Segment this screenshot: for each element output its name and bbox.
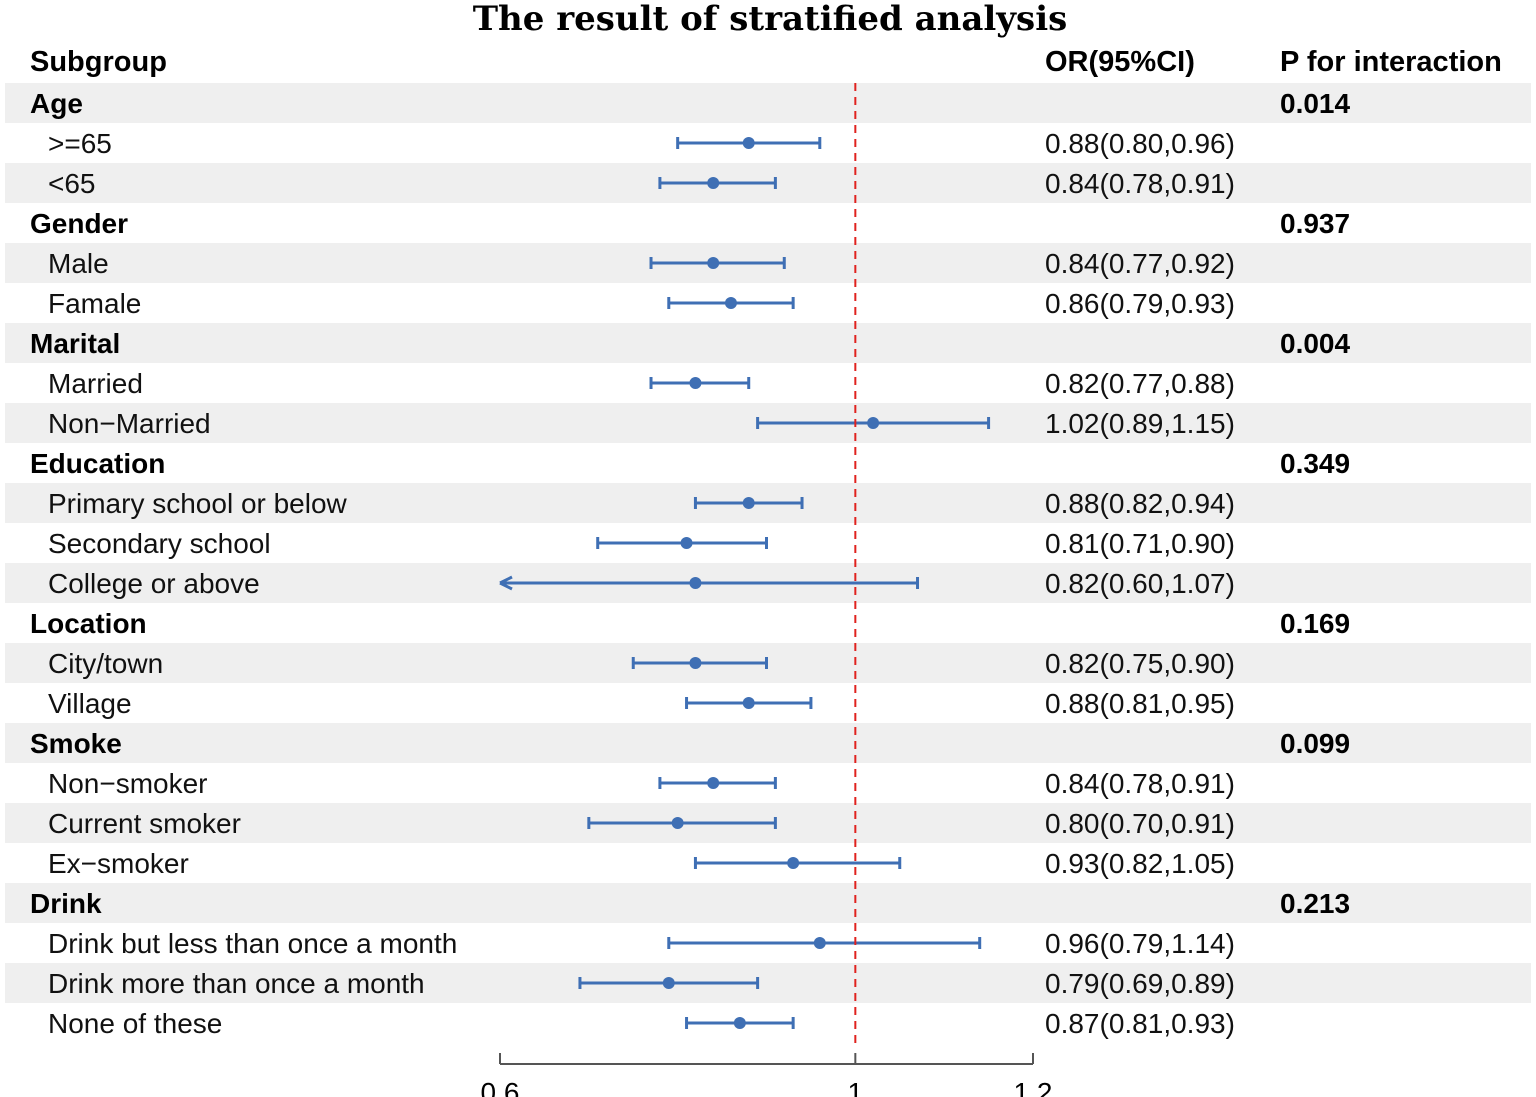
p-interaction-value: 0.099 <box>1280 728 1350 759</box>
or-ci-text: 1.02(0.89,1.15) <box>1045 408 1235 439</box>
or-point <box>689 377 702 389</box>
ci-arrow-left <box>499 575 513 591</box>
p-interaction-value: 0.349 <box>1280 448 1350 479</box>
x-tick-label: 0.6 <box>481 1077 520 1097</box>
subgroup-label: City/town <box>48 648 163 679</box>
subgroup-label: Ex−smoker <box>48 848 189 879</box>
or-ci-text: 0.84(0.78,0.91) <box>1045 768 1235 799</box>
subgroup-label: Married <box>48 368 143 399</box>
or-ci-text: 0.81(0.71,0.90) <box>1045 528 1235 559</box>
row-band <box>5 323 1531 363</box>
group-label: Marital <box>30 328 120 359</box>
x-tick-label: 1 <box>848 1077 864 1097</box>
group-label: Gender <box>30 208 128 239</box>
or-ci-text: 0.96(0.79,1.14) <box>1045 928 1235 959</box>
or-point <box>813 937 826 949</box>
or-point <box>707 777 720 789</box>
or-ci-text: 0.88(0.80,0.96) <box>1045 128 1235 159</box>
p-interaction-value: 0.213 <box>1280 888 1350 919</box>
subgroup-label: Drink but less than once a month <box>48 928 457 959</box>
or-ci-text: 0.86(0.79,0.93) <box>1045 288 1235 319</box>
or-column-header: OR(95%CI) <box>1045 46 1195 78</box>
or-ci-text: 0.84(0.78,0.91) <box>1045 168 1235 199</box>
or-point <box>689 577 702 589</box>
x-axis: 0.6 1 1.2 <box>481 1053 1053 1097</box>
group-label: Education <box>30 448 165 479</box>
or-point <box>733 1017 746 1029</box>
p-interaction-value: 0.004 <box>1280 328 1350 359</box>
row-band <box>5 83 1531 123</box>
or-point <box>707 257 720 269</box>
row-band <box>5 723 1531 763</box>
or-ci-text: 0.88(0.82,0.94) <box>1045 488 1235 519</box>
row-band <box>5 883 1531 923</box>
subgroup-label: None of these <box>48 1008 222 1039</box>
group-label: Drink <box>30 888 102 919</box>
table-rows: Age 0.014 >=65 0.88(0.80,0.96) <65 0.84(0.78,… <box>30 88 1350 1039</box>
p-interaction-value: 0.169 <box>1280 608 1350 639</box>
or-point <box>689 657 702 669</box>
p-interaction-value: 0.014 <box>1280 88 1350 119</box>
subgroup-label: Famale <box>48 288 141 319</box>
or-point <box>742 497 755 509</box>
or-ci-text: 0.80(0.70,0.91) <box>1045 808 1235 839</box>
or-point <box>867 417 880 429</box>
subgroup-label: Male <box>48 248 109 279</box>
or-ci-text: 0.84(0.77,0.92) <box>1045 248 1235 279</box>
or-point <box>742 697 755 709</box>
subgroup-label: >=65 <box>48 128 112 159</box>
or-ci-text: 0.82(0.60,1.07) <box>1045 568 1235 599</box>
subgroup-label: Primary school or below <box>48 488 348 519</box>
or-point <box>724 297 737 309</box>
subgroup-label: Village <box>48 688 132 719</box>
row-band <box>5 963 1531 1003</box>
or-ci-text: 0.87(0.81,0.93) <box>1045 1008 1235 1039</box>
subgroup-label: Drink more than once a month <box>48 968 425 999</box>
subgroup-label: Current smoker <box>48 808 241 839</box>
or-ci-text: 0.82(0.75,0.90) <box>1045 648 1235 679</box>
or-point <box>787 857 800 869</box>
subgroup-label: Secondary school <box>48 528 271 559</box>
subgroup-column-header: Subgroup <box>30 46 167 78</box>
subgroup-label: Non−smoker <box>48 768 208 799</box>
p-interaction-column-header: P for interaction <box>1280 46 1502 78</box>
group-label: Smoke <box>30 728 122 759</box>
or-point <box>680 537 693 549</box>
plot-marks <box>499 137 991 1029</box>
or-point <box>662 977 675 989</box>
subgroup-label: College or above <box>48 568 260 599</box>
x-tick-label: 1.2 <box>1014 1077 1053 1097</box>
p-interaction-value: 0.937 <box>1280 208 1350 239</box>
or-ci-text: 0.93(0.82,1.05) <box>1045 848 1235 879</box>
or-point <box>671 817 684 829</box>
or-point <box>742 137 755 149</box>
chart-title: The result of stratified analysis <box>473 0 1068 39</box>
subgroup-label: <65 <box>48 168 96 199</box>
group-label: Location <box>30 608 147 639</box>
group-label: Age <box>30 88 83 119</box>
or-ci-text: 0.79(0.69,0.89) <box>1045 968 1235 999</box>
or-ci-text: 0.82(0.77,0.88) <box>1045 368 1235 399</box>
subgroup-label: Non−Married <box>48 408 211 439</box>
or-ci-text: 0.88(0.81,0.95) <box>1045 688 1235 719</box>
or-point <box>707 177 720 189</box>
